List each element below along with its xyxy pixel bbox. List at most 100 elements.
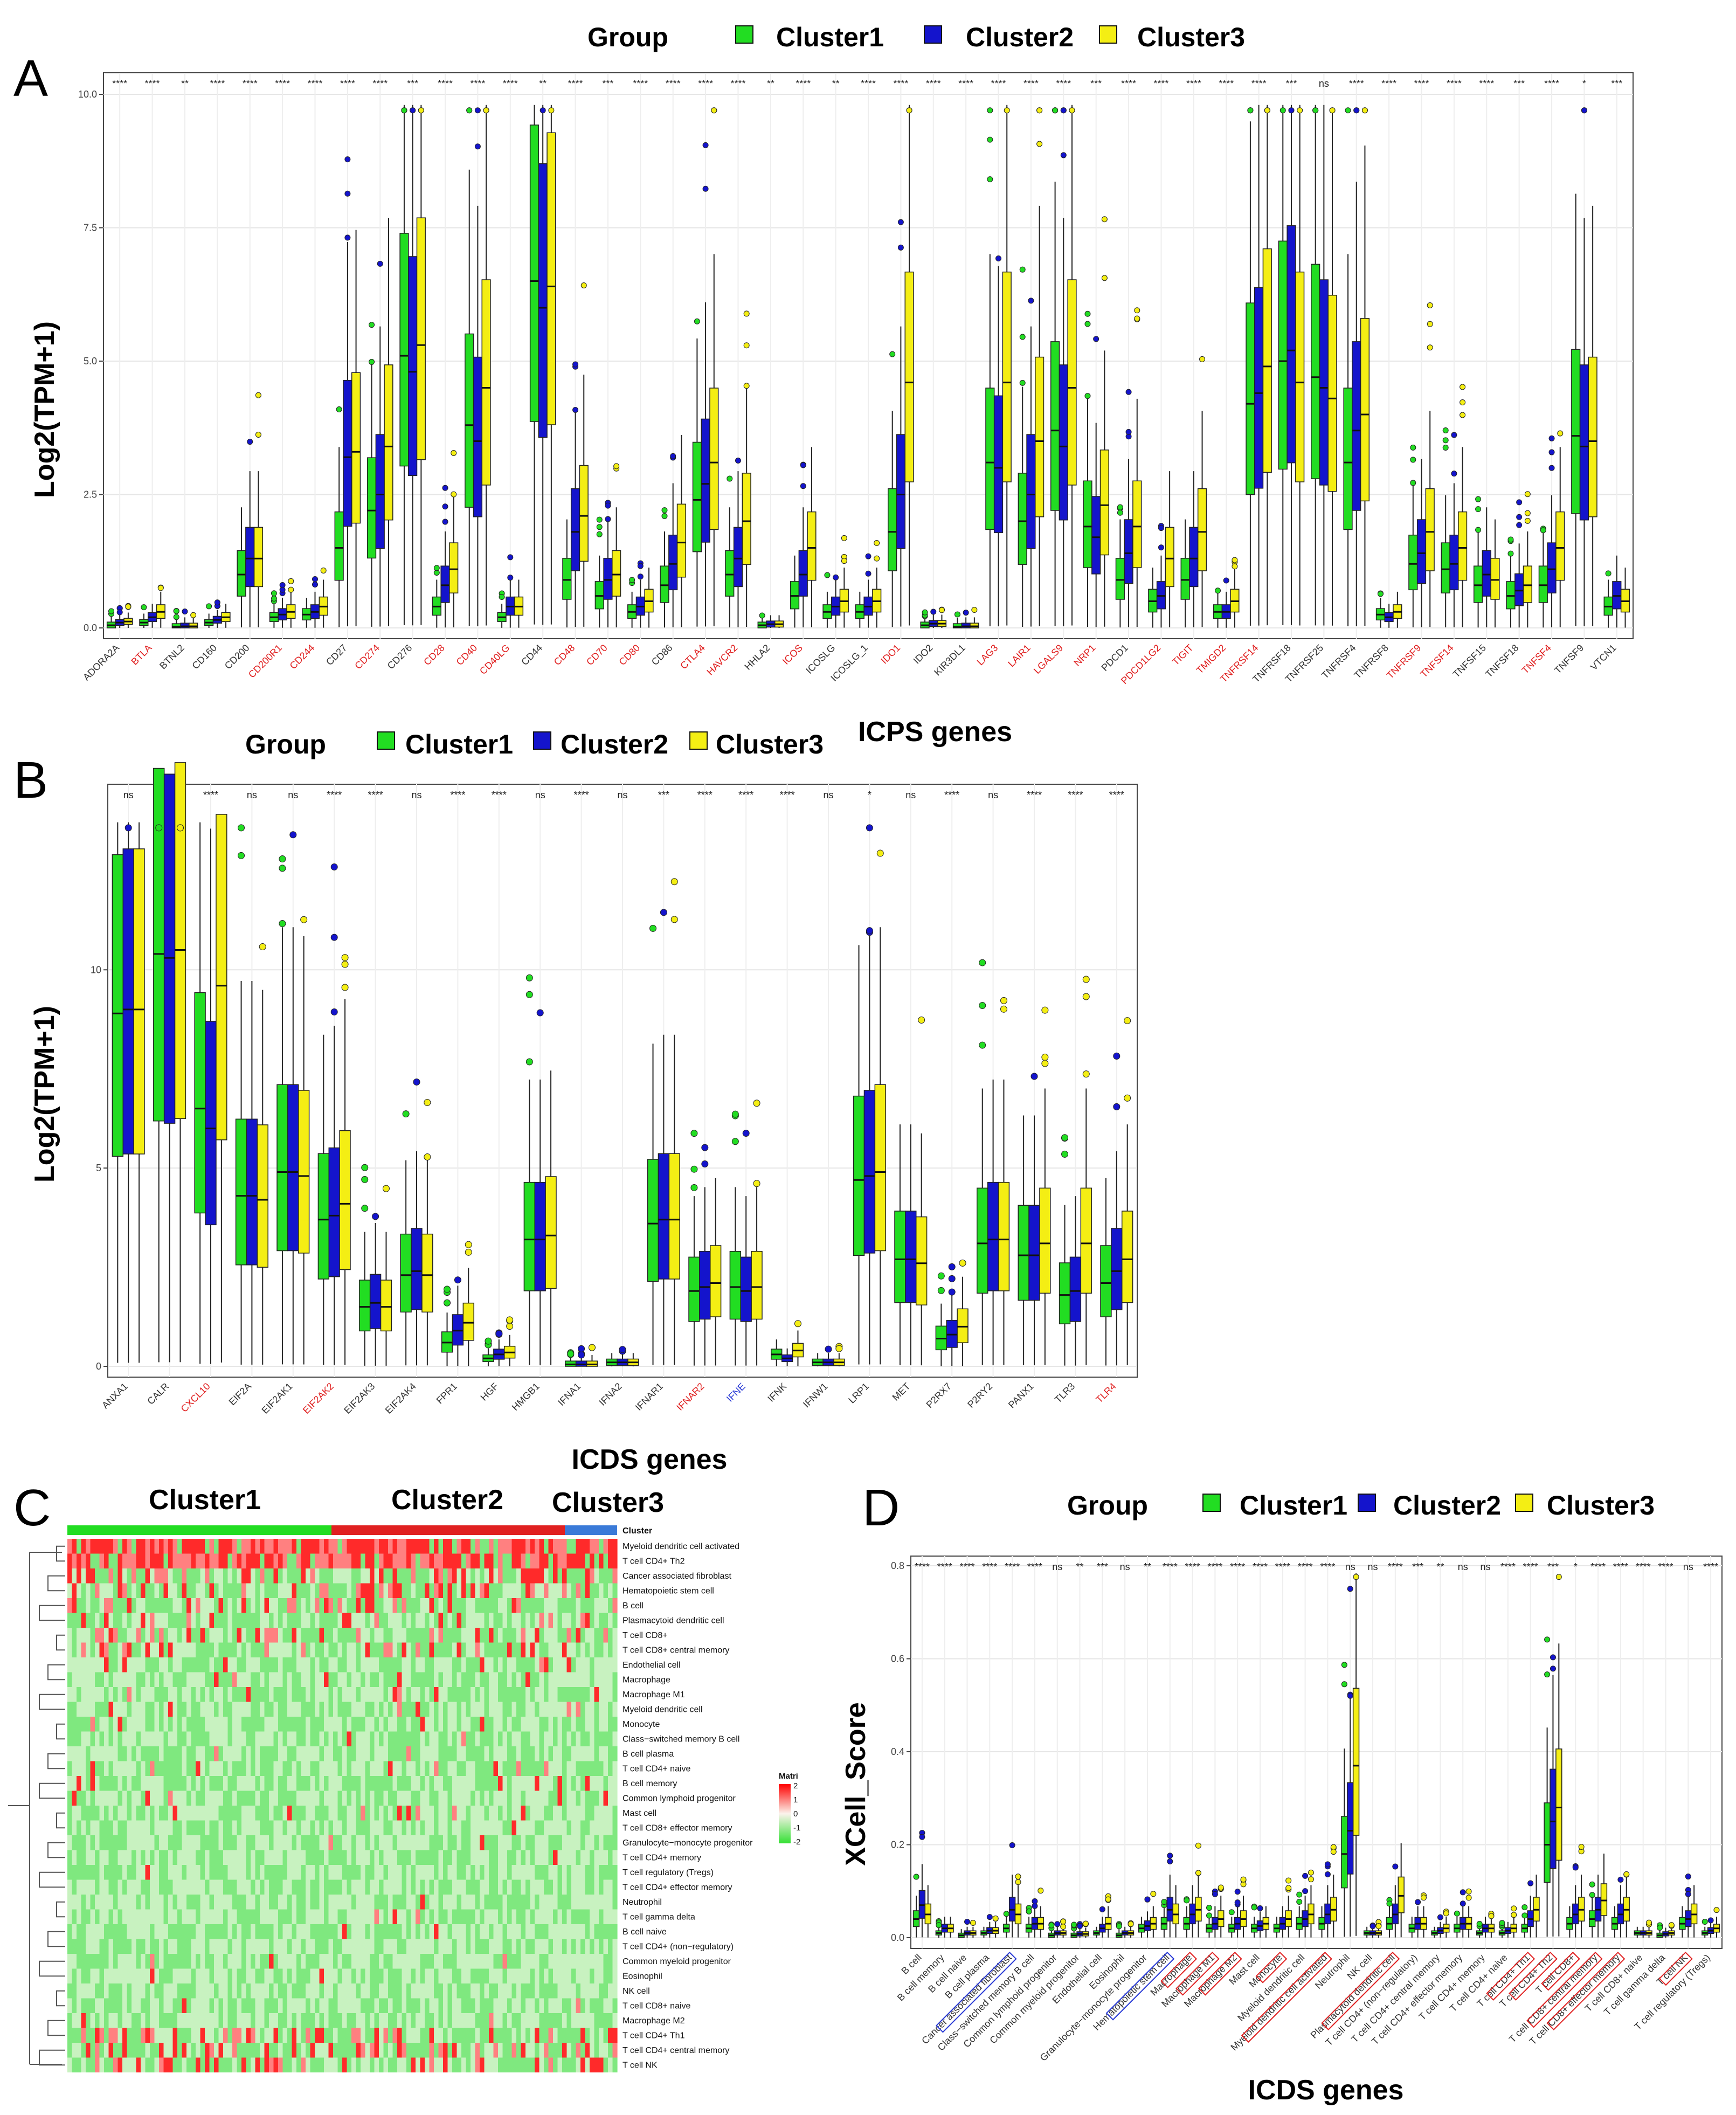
heatmap-cell: [251, 1583, 256, 1598]
outlier-point: [930, 609, 937, 615]
heatmap-cell: [209, 1702, 215, 1717]
heatmap-cell: [104, 1939, 109, 1954]
heatmap-cell: [342, 1835, 348, 1850]
heatmap-cell: [237, 1628, 242, 1643]
heatmap-cell: [498, 1806, 503, 1821]
heatmap-cell: [411, 1806, 416, 1821]
heatmap-cell: [145, 1879, 150, 1895]
heatmap-cell: [580, 1657, 586, 1672]
heatmap-cell: [443, 1850, 448, 1865]
x-tick-label: CD40LG: [478, 642, 512, 677]
heatmap-cell: [480, 1850, 485, 1865]
heatmap-cell: [566, 1613, 572, 1628]
significance-label: ****: [372, 78, 388, 89]
heatmap-cell: [590, 1909, 595, 1924]
heatmap-cell: [452, 1539, 458, 1554]
heatmap-cell: [480, 1702, 485, 1717]
heatmap-cell: [392, 1820, 398, 1835]
heatmap-cell: [150, 1746, 155, 1761]
heatmap-cell: [599, 1568, 604, 1584]
heatmap-cell: [475, 1539, 480, 1554]
heatmap-cell: [273, 1865, 279, 1880]
heatmap-cell: [447, 1820, 453, 1835]
heatmap-cell: [104, 1968, 109, 1983]
heatmap-cell: [251, 1598, 256, 1613]
x-tick-label: BTNL2: [157, 642, 186, 672]
heatmap-cell: [90, 1983, 95, 1999]
outlier-point: [141, 604, 147, 611]
heatmap-cell: [425, 1776, 430, 1791]
heatmap-cell: [402, 1657, 407, 1672]
heatmap-cell: [182, 1702, 187, 1717]
heatmap-cell: [548, 1598, 554, 1613]
heatmap-cell: [237, 1879, 242, 1895]
heatmap-cell: [402, 1791, 407, 1806]
heatmap-cell: [200, 1553, 205, 1568]
outlier-point: [238, 824, 245, 832]
heatmap-cell: [292, 1761, 297, 1776]
outlier-point: [410, 107, 416, 114]
y-tick-label: 5: [96, 1163, 101, 1173]
heatmap-cell: [402, 1776, 407, 1791]
heatmap-cell: [196, 1776, 201, 1791]
heatmap-cell: [361, 1687, 366, 1702]
outlier-point: [1030, 1073, 1038, 1080]
outlier-point: [155, 824, 163, 832]
outlier-point: [1000, 997, 1007, 1004]
heatmap-cell: [163, 1865, 169, 1880]
box-lag3-cluster2: [993, 395, 1004, 534]
heatmap-cell: [566, 1791, 572, 1806]
heatmap-cell: [177, 1761, 183, 1776]
heatmap-cell: [566, 1879, 572, 1895]
heatmap-cell: [521, 1806, 526, 1821]
outlier-point: [442, 519, 448, 525]
box-cd276-cluster1: [399, 233, 409, 467]
significance-label: ****: [275, 78, 290, 89]
heatmap-cell: [141, 1731, 146, 1746]
heatmap-cell: [420, 1820, 425, 1835]
heatmap-cell: [99, 1924, 105, 1939]
heatmap-cell: [434, 1553, 439, 1568]
heatmap-cell: [594, 1835, 599, 1850]
heatmap-cell: [525, 1879, 531, 1895]
heatmap-cell: [397, 1924, 403, 1939]
heatmap-cell: [539, 1761, 544, 1776]
box-tlr4-cluster1: [1100, 1245, 1112, 1317]
heatmap-cell: [260, 1939, 265, 1954]
heatmap-cell: [416, 1909, 421, 1924]
heatmap-cell: [457, 1731, 462, 1746]
heatmap-cell: [113, 1924, 119, 1939]
heatmap-cell: [227, 1568, 233, 1584]
heatmap-cell: [278, 1657, 283, 1672]
heatmap-cell: [544, 1850, 549, 1865]
heatmap-cell: [67, 1939, 73, 1954]
heatmap-cell: [132, 1968, 137, 1983]
heatmap-cell: [530, 1568, 535, 1584]
heatmap-cell: [232, 1835, 238, 1850]
heatmap-cell: [608, 1939, 613, 1954]
heatmap-cell: [562, 1879, 568, 1895]
heatmap-cell: [347, 1983, 352, 1999]
heatmap-cell: [108, 1909, 114, 1924]
box-cd200-cluster1: [237, 550, 246, 597]
heatmap-cell: [438, 1879, 444, 1895]
heatmap-cell: [287, 1835, 293, 1850]
heatmap-cell: [127, 1687, 132, 1702]
heatmap-cell: [429, 1791, 434, 1806]
heatmap-cell: [186, 1598, 192, 1613]
heatmap-cell: [351, 1539, 357, 1554]
heatmap-cell: [196, 1909, 201, 1924]
heatmap-cell: [530, 1850, 535, 1865]
heatmap-cell: [310, 1687, 315, 1702]
heatmap-cell: [95, 1717, 100, 1732]
heatmap-cell: [530, 1702, 535, 1717]
heatmap-cell: [141, 1865, 146, 1880]
heatmap-cell: [603, 1672, 608, 1687]
box-p2ry2-cluster2: [987, 1181, 999, 1291]
heatmap-cell: [168, 1702, 174, 1717]
box-calr-cluster1: [153, 768, 165, 1122]
heatmap-cell: [246, 1731, 251, 1746]
outlier-point: [743, 342, 750, 349]
heatmap-cell: [475, 1850, 480, 1865]
heatmap-cell: [599, 1613, 604, 1628]
